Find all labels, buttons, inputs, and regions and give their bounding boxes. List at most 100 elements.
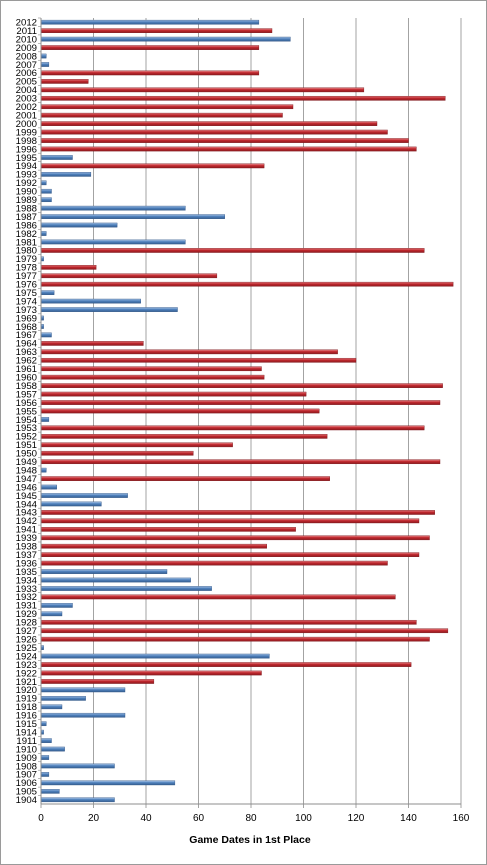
year-label-2005: 2005 (16, 77, 37, 88)
year-label-1962: 1962 (16, 356, 37, 367)
bar-1952 (40, 434, 328, 439)
bar-2011 (40, 28, 273, 33)
bar-1994 (40, 163, 265, 169)
year-label-2008: 2008 (16, 51, 37, 62)
year-label-1910: 1910 (16, 744, 37, 755)
bar-1922 (40, 670, 262, 676)
bar-1957 (40, 391, 307, 397)
bar-2001 (40, 112, 283, 118)
year-label-1958: 1958 (16, 381, 37, 392)
x-tick-label-140: 140 (400, 813, 417, 824)
bar-1919 (40, 696, 86, 701)
bar-1978 (40, 265, 97, 270)
year-label-1921: 1921 (16, 677, 37, 688)
year-label-1988: 1988 (16, 203, 37, 214)
bar-1941 (40, 527, 296, 532)
year-label-1929: 1929 (16, 609, 37, 620)
bar-1988 (40, 205, 186, 211)
year-label-1916: 1916 (16, 711, 37, 722)
year-label-1976: 1976 (16, 280, 37, 291)
year-label-1982: 1982 (16, 229, 37, 240)
year-label-1952: 1952 (16, 432, 37, 443)
bar-1908 (40, 763, 115, 769)
year-label-1979: 1979 (16, 254, 37, 265)
bar-1977 (40, 273, 218, 279)
year-label-1943: 1943 (16, 508, 37, 519)
bar-1926 (40, 636, 430, 642)
year-label-1941: 1941 (16, 525, 37, 536)
bar-1934 (40, 577, 191, 583)
x-tick-label-40: 40 (140, 813, 152, 824)
bar-2004 (40, 87, 365, 93)
year-label-1938: 1938 (16, 542, 37, 553)
bar-1973 (40, 307, 178, 312)
year-label-1960: 1960 (16, 372, 37, 383)
bar-2000 (40, 121, 378, 126)
year-label-1932: 1932 (16, 592, 37, 603)
bar-1947 (40, 476, 330, 481)
year-label-1999: 1999 (16, 127, 37, 138)
year-label-2007: 2007 (16, 60, 37, 71)
bar-2005 (40, 79, 89, 84)
x-axis-title: Game Dates in 1st Place (189, 834, 311, 846)
bar-1904 (40, 797, 115, 803)
year-label-2002: 2002 (16, 102, 37, 113)
bar-1931 (40, 603, 73, 608)
bar-1990 (40, 188, 52, 194)
bar-2002 (40, 104, 294, 110)
year-label-1987: 1987 (16, 212, 37, 223)
year-label-1977: 1977 (16, 271, 37, 282)
year-label-1911: 1911 (16, 736, 37, 747)
year-label-1986: 1986 (16, 220, 37, 231)
bar-1989 (40, 197, 52, 203)
bar-2006 (40, 70, 260, 76)
year-label-1931: 1931 (16, 601, 37, 612)
bar-1954 (40, 417, 50, 422)
bar-1921 (40, 679, 155, 684)
bar-1910 (40, 746, 65, 752)
bar-2007 (40, 62, 50, 67)
bar-1964 (40, 341, 144, 346)
year-label-1951: 1951 (16, 440, 37, 451)
bar-1998 (40, 138, 409, 143)
year-label-1945: 1945 (16, 491, 37, 502)
year-label-1990: 1990 (16, 187, 37, 198)
bar-1916 (40, 712, 126, 718)
bar-1911 (40, 738, 52, 743)
year-labels: 2012201120102009200820072006200520042003… (16, 18, 38, 807)
year-label-1933: 1933 (16, 584, 37, 595)
year-label-1922: 1922 (16, 668, 37, 679)
bar-1909 (40, 755, 50, 760)
bar-1928 (40, 619, 417, 625)
year-label-1978: 1978 (16, 263, 37, 274)
bar-1951 (40, 442, 233, 448)
bar-1943 (40, 510, 435, 515)
year-label-1975: 1975 (16, 288, 37, 299)
year-label-1928: 1928 (16, 618, 37, 629)
year-label-1926: 1926 (16, 634, 37, 645)
year-label-1954: 1954 (16, 415, 38, 426)
bar-1974 (40, 298, 141, 304)
year-label-1906: 1906 (16, 778, 37, 789)
year-label-1994: 1994 (16, 161, 38, 172)
year-label-1914: 1914 (16, 727, 38, 738)
year-label-1967: 1967 (16, 330, 37, 341)
x-tick-label-80: 80 (245, 813, 257, 824)
year-label-1946: 1946 (16, 482, 37, 493)
x-tick-label-60: 60 (193, 813, 205, 824)
x-tick-label-20: 20 (88, 813, 100, 824)
bar-1933 (40, 586, 212, 591)
year-label-1981: 1981 (16, 237, 37, 248)
year-label-1934: 1934 (16, 575, 38, 586)
bar-1905 (40, 789, 60, 794)
bar-1936 (40, 560, 388, 566)
year-label-1961: 1961 (16, 364, 37, 375)
bar-1937 (40, 552, 420, 557)
year-label-1927: 1927 (16, 626, 37, 637)
bar-1920 (40, 687, 126, 693)
bar-1918 (40, 704, 63, 710)
bar-1927 (40, 628, 449, 634)
bar-1982 (40, 231, 47, 236)
year-label-1968: 1968 (16, 322, 37, 333)
